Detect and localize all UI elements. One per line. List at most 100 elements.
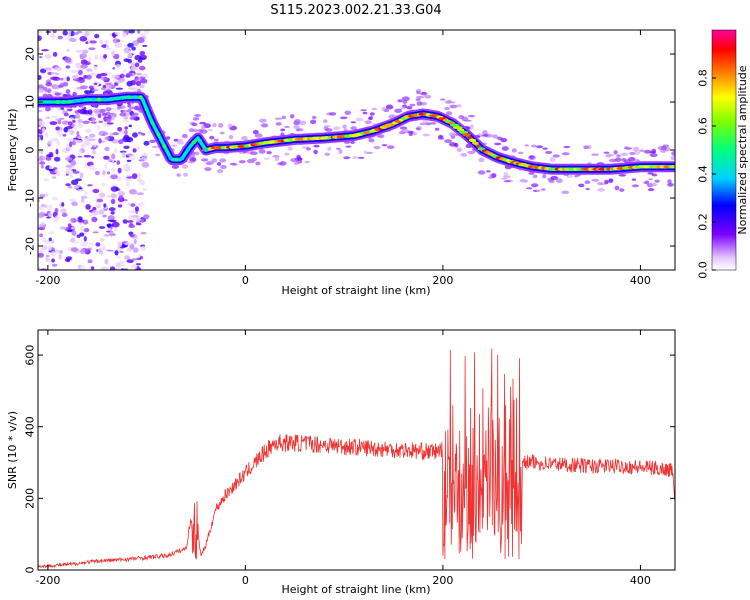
spectrum-noise-blob <box>122 120 129 123</box>
spectrum-noise-blob <box>111 221 120 228</box>
spectrum-noise-blob <box>38 136 41 142</box>
spectrum-noise-blob <box>77 155 83 158</box>
spectrum-noise-blob <box>38 211 46 218</box>
spectrum-haze-blob <box>421 91 427 95</box>
spectrogram-ylabel: Frequency (Hz) <box>6 109 19 192</box>
spectrum-noise-blob <box>111 132 120 136</box>
spectrum-noise-blob <box>132 247 139 253</box>
spectrum-haze-blob <box>419 122 426 126</box>
spectrum-noise-blob <box>62 30 68 36</box>
ridge-core <box>132 95 137 100</box>
spectrum-noise-blob <box>107 223 111 228</box>
spectrum-haze-blob <box>199 129 208 134</box>
ridge-core <box>670 165 675 169</box>
spectrogram-panel: -200 0 200 400 -20 -10 0 10 20 Height of straigh… <box>6 29 676 297</box>
spectrum-noise-blob <box>87 184 93 187</box>
spectrum-haze-blob <box>631 178 637 181</box>
spectrum-haze-blob <box>181 133 188 139</box>
spectrum-noise-blob <box>116 256 122 259</box>
spectrum-haze-blob <box>123 116 129 120</box>
spectrum-noise-blob <box>133 41 139 45</box>
spectrum-haze-blob <box>293 125 300 129</box>
spectrum-haze-blob <box>597 181 603 186</box>
spectrum-noise-blob <box>78 150 82 153</box>
ridge-core <box>97 97 102 102</box>
spectrum-noise-blob <box>117 167 122 174</box>
spectrum-noise-blob <box>45 116 51 120</box>
spectrum-haze-blob <box>345 145 352 148</box>
spectrum-haze-blob <box>194 114 202 117</box>
spectrum-haze-blob <box>151 145 159 149</box>
spectrum-noise-blob <box>87 259 93 264</box>
spectrum-noise-blob <box>126 176 134 179</box>
spectrum-noise-blob <box>108 230 114 237</box>
spectrum-noise-blob <box>87 248 92 251</box>
spectrum-noise-blob <box>96 198 104 203</box>
colorbar-tick-label: 0.4 <box>697 165 710 183</box>
snr-xtick-label: 400 <box>630 574 651 587</box>
spectrum-haze-blob <box>408 132 413 137</box>
spectrum-haze-blob <box>500 138 508 143</box>
spectrum-haze-blob <box>258 149 266 154</box>
spectrum-noise-blob <box>48 237 52 242</box>
spectrum-noise-blob <box>138 172 142 179</box>
spectrum-noise-blob <box>60 107 65 110</box>
spectrum-noise-blob <box>136 257 142 260</box>
spectrum-haze-blob <box>279 161 287 166</box>
spectrum-noise-blob <box>83 228 90 233</box>
spectrum-noise-blob <box>89 72 98 77</box>
spectrum-noise-blob <box>66 259 71 262</box>
spectrum-noise-blob <box>136 192 144 195</box>
spectrum-haze-blob <box>550 157 556 162</box>
spectrum-haze-blob <box>274 157 279 161</box>
spectrum-haze-blob <box>206 160 215 165</box>
spectrum-noise-blob <box>138 159 145 162</box>
spectrum-noise-blob <box>94 54 99 60</box>
spectrum-haze-blob <box>654 179 660 183</box>
spectrum-noise-blob <box>135 236 139 240</box>
snr-line <box>38 348 675 569</box>
spectrum-haze-blob <box>342 124 347 129</box>
ridge-core <box>462 133 471 137</box>
spectrum-haze-blob <box>440 98 446 101</box>
spectrum-haze-blob <box>536 145 544 149</box>
spectrum-noise-blob <box>73 186 80 189</box>
spectrum-haze-blob <box>416 101 423 106</box>
spectrum-noise-blob <box>76 189 85 192</box>
spectrum-haze-blob <box>45 82 53 87</box>
spectrum-noise-blob <box>119 40 124 43</box>
spectrum-haze-blob <box>624 146 629 150</box>
spectrum-noise-blob <box>68 38 77 42</box>
colorbar-gradient <box>711 29 737 271</box>
spectrum-noise-blob <box>103 203 107 208</box>
spectrum-noise-blob <box>70 217 77 223</box>
spectrum-noise-blob <box>115 63 121 68</box>
spectrum-haze-blob <box>585 187 590 191</box>
spectrum-haze-blob <box>350 141 355 144</box>
spectrum-haze-blob <box>52 76 61 82</box>
spectrum-haze-blob <box>360 109 367 112</box>
spectrum-haze-blob <box>519 178 526 183</box>
spectrum-haze-blob <box>458 115 465 119</box>
spectrum-noise-blob <box>57 173 61 177</box>
spectrum-noise-blob <box>49 121 58 126</box>
spectrum-noise-blob <box>129 154 136 161</box>
spectrum-haze-blob <box>511 148 517 153</box>
spectrum-noise-blob <box>93 65 98 71</box>
spectrum-haze-blob <box>287 146 293 151</box>
spectrum-haze-blob <box>492 134 499 139</box>
spectrum-haze-blob <box>200 125 206 130</box>
ridge-core <box>55 100 60 104</box>
spectrum-noise-blob <box>128 224 135 228</box>
spectrum-noise-blob <box>73 32 79 35</box>
spectrum-haze-blob <box>545 150 553 154</box>
spectrum-noise-blob <box>140 246 146 251</box>
spectrum-haze-blob <box>251 157 258 162</box>
spectrum-haze-blob <box>72 91 77 97</box>
spectrum-noise-blob <box>80 225 85 231</box>
spectrum-noise-blob <box>45 254 50 258</box>
spectrum-noise-blob <box>133 238 137 245</box>
spectrum-haze-blob <box>606 153 615 157</box>
spectrum-noise-blob <box>136 37 145 44</box>
spectrum-haze-blob <box>631 184 639 188</box>
